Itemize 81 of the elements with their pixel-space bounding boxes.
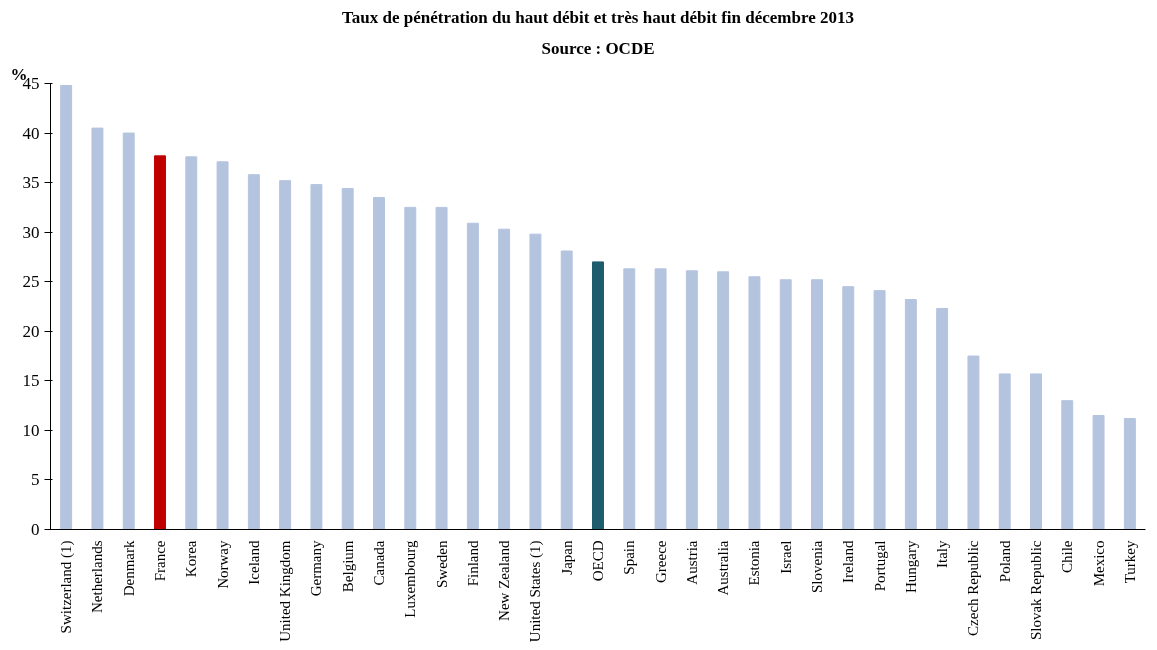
y-tick-label: 35 bbox=[22, 173, 40, 193]
y-tick-label: 30 bbox=[22, 222, 40, 242]
x-tick-label: Finland bbox=[464, 540, 481, 587]
x-tick-label: Estonia bbox=[746, 540, 763, 586]
x-tick-label: Italy bbox=[934, 540, 951, 568]
bar bbox=[310, 184, 323, 530]
y-tick-label: 15 bbox=[22, 371, 40, 391]
x-tick-label: Sweden bbox=[433, 540, 450, 588]
bar bbox=[279, 180, 292, 530]
bar bbox=[623, 268, 636, 530]
bar bbox=[904, 299, 917, 530]
x-tick-label: Portugal bbox=[871, 540, 888, 592]
x-tick-label: Greece bbox=[652, 540, 669, 583]
bar bbox=[748, 276, 761, 530]
y-tick-label: 10 bbox=[22, 420, 40, 440]
x-tick-label: Belgium bbox=[339, 540, 356, 593]
bar bbox=[779, 279, 792, 530]
bar bbox=[247, 174, 260, 530]
x-tick-label: Iceland bbox=[245, 540, 262, 585]
bar bbox=[341, 188, 354, 530]
y-tick-label: 40 bbox=[22, 123, 40, 143]
bar bbox=[873, 290, 886, 530]
x-tick-label: Slovak Republic bbox=[1028, 540, 1044, 641]
x-tick-label: United States (1) bbox=[527, 540, 545, 643]
x-tick-label: Norway bbox=[214, 540, 231, 589]
y-tick-label: 0 bbox=[31, 520, 40, 539]
bar bbox=[842, 286, 855, 530]
x-tick-label: Israel bbox=[777, 540, 794, 574]
bar bbox=[529, 233, 542, 530]
chart-title: Taux de pénétration du haut débit et très haut débit fin décembre 2013 bbox=[342, 7, 854, 27]
x-tick-label: Korea bbox=[183, 540, 200, 578]
x-tick-label: Luxembourg bbox=[402, 540, 419, 618]
bar bbox=[60, 84, 73, 530]
chart-subtitle: Source : OCDE bbox=[541, 38, 655, 58]
bar bbox=[466, 222, 479, 530]
x-tick-label: OECD bbox=[590, 540, 606, 582]
x-tick-label: Austria bbox=[683, 540, 700, 585]
bar bbox=[592, 261, 604, 530]
bar bbox=[404, 206, 417, 530]
x-tick-label: Canada bbox=[371, 540, 387, 586]
bar bbox=[811, 279, 823, 530]
bar bbox=[967, 355, 980, 530]
x-tick-label: Netherlands bbox=[89, 540, 106, 613]
x-tick-label: Slovenia bbox=[809, 540, 825, 593]
bar bbox=[936, 307, 949, 530]
x-tick-label: New Zealand bbox=[496, 540, 513, 621]
x-tick-label: Japan bbox=[558, 540, 575, 575]
bar bbox=[91, 127, 104, 530]
x-tick-label: Chile bbox=[1059, 540, 1076, 573]
bar bbox=[154, 155, 166, 530]
bar bbox=[998, 373, 1011, 530]
x-tick-label: Ireland bbox=[840, 540, 857, 583]
bar bbox=[1030, 373, 1042, 530]
x-tick-label: Turkey bbox=[1121, 540, 1138, 584]
bar bbox=[685, 270, 698, 530]
x-tick-label: Australia bbox=[715, 540, 732, 596]
bar bbox=[373, 196, 385, 530]
bar bbox=[435, 206, 448, 530]
x-tick-label: Mexico bbox=[1090, 540, 1107, 587]
x-tick-label: Switzerland (1) bbox=[58, 540, 76, 634]
bar bbox=[1061, 400, 1074, 530]
x-tick-label: United Kingdom bbox=[277, 540, 294, 642]
x-tick-label: Hungary bbox=[902, 540, 919, 593]
y-tick-label: 20 bbox=[22, 321, 40, 341]
bar bbox=[1092, 415, 1105, 530]
bar bbox=[1123, 418, 1136, 530]
x-tick-label: Denmark bbox=[120, 540, 137, 597]
bar bbox=[717, 271, 730, 530]
bar bbox=[185, 156, 198, 530]
y-tick-label: 5 bbox=[31, 470, 40, 490]
x-tick-label: Spain bbox=[621, 540, 638, 575]
bar bbox=[216, 161, 229, 530]
x-tick-label: Czech Republic bbox=[965, 540, 982, 636]
x-tick-label: France bbox=[152, 540, 168, 582]
x-tick-label: Poland bbox=[996, 540, 1013, 583]
bar bbox=[654, 268, 667, 530]
bar bbox=[122, 132, 135, 530]
bar bbox=[498, 228, 511, 530]
y-tick-label: 25 bbox=[22, 272, 40, 292]
bar bbox=[560, 250, 573, 530]
x-tick-label: Germany bbox=[308, 540, 325, 597]
